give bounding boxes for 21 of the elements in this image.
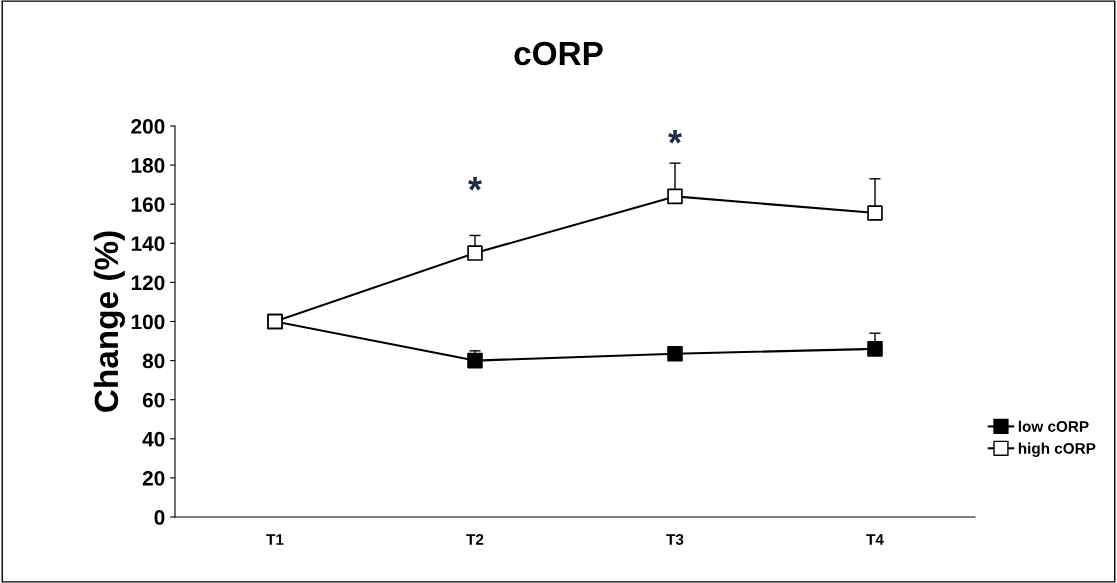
y-tick-label: 200 xyxy=(131,119,165,134)
y-tick-label: 180 xyxy=(131,158,165,173)
y-tick-label: 100 xyxy=(131,314,165,330)
chart-title: cORP xyxy=(514,41,603,66)
y-tick-label: 40 xyxy=(142,431,165,447)
y-axis-title: Change (%) xyxy=(93,231,125,412)
y-tick-label: 60 xyxy=(142,392,165,408)
y-tick-label: 0 xyxy=(154,510,165,525)
x-tick-label: T1 xyxy=(266,534,284,545)
y-tick-label: 120 xyxy=(131,275,165,291)
y-tick-label: 20 xyxy=(142,470,165,486)
x-tick-label: T4 xyxy=(866,534,884,545)
y-tick-label: 140 xyxy=(131,236,165,252)
annotation: * xyxy=(668,130,682,144)
y-tick-label: 160 xyxy=(131,197,165,212)
annotation: * xyxy=(468,176,482,191)
y-tick-label: 80 xyxy=(142,353,165,369)
legend-label: low cORP xyxy=(1018,420,1089,432)
legend-label: high cORP xyxy=(1018,442,1096,457)
x-tick-label: T2 xyxy=(466,534,484,545)
x-tick-label: T3 xyxy=(666,534,684,545)
